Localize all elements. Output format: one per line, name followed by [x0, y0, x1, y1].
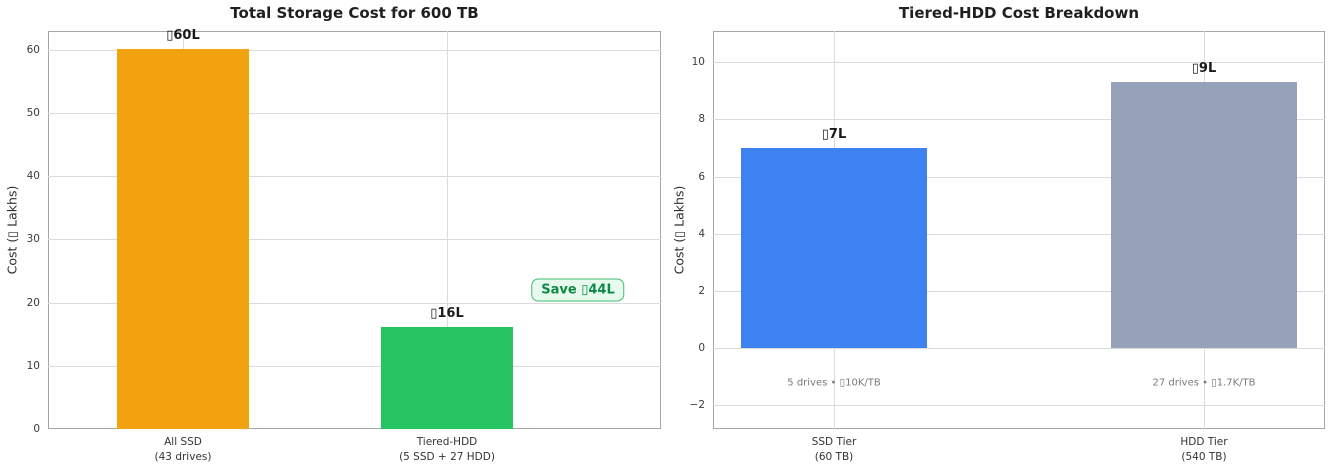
x-tick-label: SSD Tier (60 TB) [812, 435, 857, 465]
bar-tiered-hdd [381, 326, 513, 429]
bar-value-label: ▯16L [430, 305, 464, 321]
y-tick-label: 60 [26, 43, 40, 56]
x-tick-label: HDD Tier (540 TB) [1180, 435, 1227, 465]
gridline-y60 [48, 49, 661, 51]
y-tick-label: 30 [26, 233, 40, 246]
gridline-y50 [48, 113, 661, 115]
y-tick-label: 40 [26, 170, 40, 183]
x-tick-label: Tiered-HDD (5 SSD + 27 HDD) [399, 435, 495, 465]
gridline-y8 [713, 119, 1325, 121]
y-tick-label: 4 [698, 227, 705, 240]
x-tick-line: (60 TB) [814, 451, 854, 463]
y-tick-label: 10 [691, 56, 705, 69]
bar-value-label: ▯60L [166, 27, 200, 43]
y-tick-label: −2 [689, 398, 705, 411]
y-tick-label: 2 [698, 284, 705, 297]
y-tick-label: 8 [698, 113, 705, 126]
gridline-y10 [48, 365, 661, 367]
x-tick-label: All SSD (43 drives) [155, 435, 212, 465]
chart-title: Total Storage Cost for 600 TB [230, 4, 479, 22]
x-tick-line: Tiered-HDD [416, 436, 478, 448]
gridline-y10 [713, 62, 1325, 64]
gridline-y40 [48, 176, 661, 178]
gridline-y0 [713, 347, 1325, 349]
gridline-y4 [713, 233, 1325, 235]
chart-title: Tiered-HDD Cost Breakdown [898, 4, 1140, 22]
bar-hdd-tier [1111, 82, 1297, 348]
gridline-y-2 [713, 404, 1325, 406]
bar-note: 27 drives • ▯1.7K/TB [1152, 377, 1256, 389]
y-tick-label: 6 [698, 170, 705, 183]
x-tick-line: (540 TB) [1181, 451, 1227, 463]
x-tick-line: (5 SSD + 27 HDD) [399, 451, 495, 463]
bar-value-label: ▯9L [1191, 61, 1217, 77]
savings-badge: Save ▯44L [531, 278, 625, 302]
gridline-y20 [48, 302, 661, 304]
y-tick-label: 20 [26, 296, 40, 309]
gridline-y6 [713, 176, 1325, 178]
y-tick-label: 50 [26, 107, 40, 120]
y-tick-label: 0 [33, 423, 40, 435]
bar-all-ssd [117, 48, 249, 429]
x-tick-line: All SSD [164, 436, 202, 448]
gridline-y30 [48, 239, 661, 241]
gridline-y2 [713, 290, 1325, 292]
bar-note: 5 drives • ▯10K/TB [787, 377, 881, 389]
y-tick-label: 10 [26, 359, 40, 372]
bar-ssd-tier [741, 147, 927, 348]
y-tick-label: 0 [698, 341, 705, 354]
x-tick-line: SSD Tier [811, 436, 857, 448]
gridline-x1 [447, 31, 448, 429]
x-tick-line: (43 drives) [154, 451, 212, 463]
bar-value-label: ▯7L [821, 126, 847, 142]
x-tick-line: HDD Tier [1180, 436, 1228, 448]
